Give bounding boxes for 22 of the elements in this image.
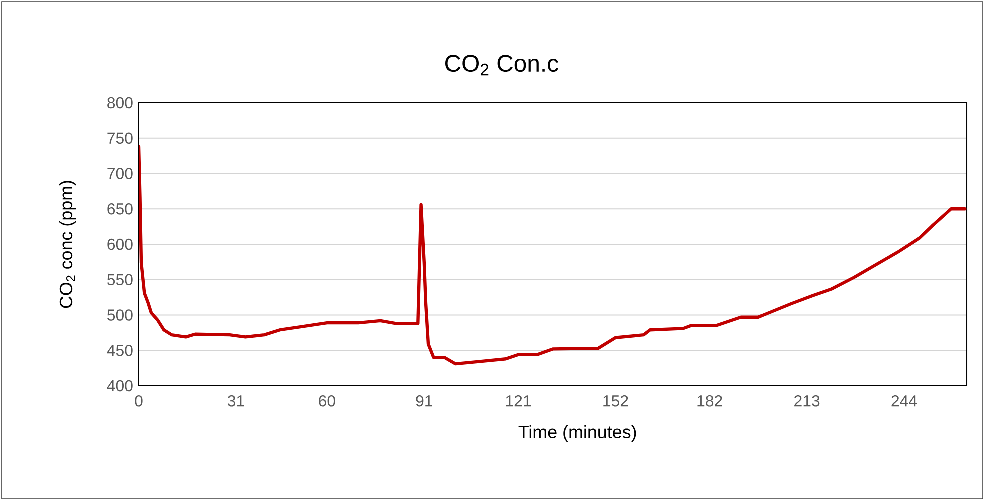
chart-title: CO$_{2}$ Con.c (446, 55, 558, 76)
y-tick-label: 550 (108, 274, 133, 286)
x-tick-label: 182 (698, 396, 722, 407)
line-series (139, 145, 967, 366)
x-tick-label: 0 (135, 396, 143, 407)
y-tick-label: 500 (108, 310, 133, 321)
x-axis-title: Time (minutes) (518, 425, 636, 442)
y-tick-label: 450 (107, 344, 133, 356)
y-tick-label: 650 (108, 203, 133, 215)
x-tick-label: 121 (506, 396, 532, 407)
x-tick-label: 91 (416, 396, 432, 407)
x-tick-label: 31 (228, 396, 244, 407)
x-tick-label: 152 (604, 396, 628, 407)
y-tick-label: 750 (108, 132, 133, 144)
x-tick-label: 213 (794, 396, 820, 407)
y-tick-label: 700 (108, 168, 133, 180)
x-tick-label: 244 (892, 396, 918, 407)
y-axis-title: CO$_{2}$ conc (ppm) (59, 181, 76, 308)
y-tick-label: 800 (108, 97, 133, 109)
x-tick-label: 60 (319, 396, 336, 407)
y-tick-label: 600 (108, 238, 133, 250)
y-tick-label: 400 (107, 380, 133, 392)
